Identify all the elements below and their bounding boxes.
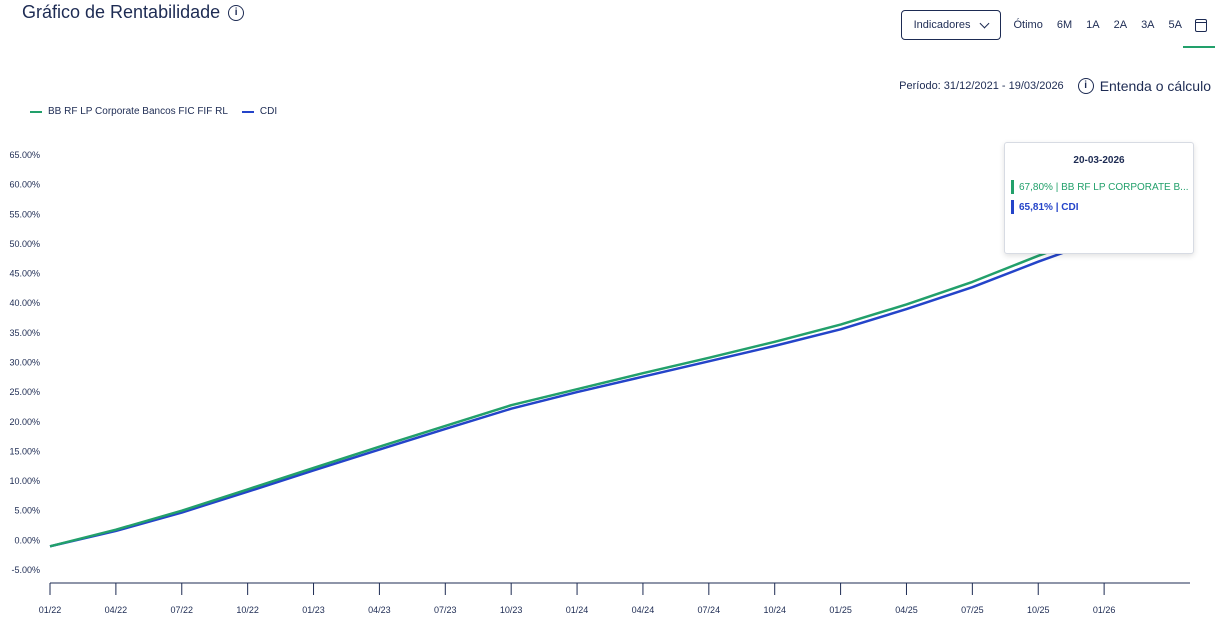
calc-link-label: Entenda o cálculo — [1099, 78, 1211, 94]
tooltip-cdi-text: 65,81% | CDI — [1019, 201, 1079, 213]
x-tick-label: 01/22 — [39, 605, 62, 615]
y-tick-label: 40.00% — [9, 298, 40, 308]
x-tick-label: 10/23 — [500, 605, 523, 615]
info-icon: i — [1077, 78, 1094, 94]
indicators-label: Indicadores — [913, 19, 971, 31]
tooltip-row-fund: 67,80% | BB RF LP CORPORATE B... — [1011, 180, 1193, 194]
x-tick-label: 01/26 — [1093, 605, 1116, 615]
tooltip-cdi-marker — [1011, 200, 1014, 214]
legend-label-cdi: CDI — [259, 106, 278, 117]
y-tick-label: 15.00% — [9, 446, 40, 456]
series-line-cdi — [49, 217, 1171, 548]
y-tick-label: 30.00% — [9, 358, 40, 368]
calc-explanation-link[interactable]: i Entenda o cálculo — [1077, 78, 1211, 94]
x-tick-label: 07/25 — [961, 605, 984, 615]
x-tick-label: 07/23 — [434, 605, 457, 615]
tooltip-fund-marker — [1011, 180, 1014, 194]
chart-title-text: Gráfico de Rentabilidade — [22, 2, 221, 22]
x-tick-label: 04/25 — [895, 605, 918, 615]
x-tick-label: 01/23 — [302, 605, 325, 615]
period-2a-button[interactable]: 2A — [1113, 19, 1128, 31]
y-tick-label: 20.00% — [9, 417, 40, 427]
chart-tooltip: 20-03-2026 67,80% | BB RF LP CORPORATE B… — [1004, 142, 1194, 254]
y-tick-label: 0.00% — [14, 535, 40, 545]
legend-label-fund: BB RF LP Corporate Bancos FIC FIF RL — [48, 106, 228, 117]
y-tick-label: 65.00% — [9, 150, 40, 160]
indicators-dropdown[interactable]: Indicadores — [900, 10, 1001, 40]
tooltip-fund-text: 67,80% | BB RF LP CORPORATE B... — [1019, 181, 1189, 193]
legend-swatch-cdi — [241, 110, 254, 113]
x-tick-label: 10/24 — [763, 605, 786, 615]
y-tick-label: 25.00% — [9, 387, 40, 397]
info-icon[interactable]: i — [228, 4, 245, 21]
period-otimo-button[interactable]: Ótimo — [1013, 19, 1043, 31]
tooltip-date: 20-03-2026 — [1073, 155, 1125, 166]
period-6m-button[interactable]: 6M — [1056, 19, 1073, 31]
period-range-text: Período: 31/12/2021 - 19/03/2026 — [899, 80, 1064, 92]
y-tick-label: 45.00% — [9, 269, 40, 279]
period-toolbar: Indicadores Ótimo 6M 1A 2A 3A 5A — [900, 10, 1207, 40]
x-tick-label: 01/24 — [566, 605, 589, 615]
x-tick-label: 07/22 — [170, 605, 193, 615]
legend-swatch-fund — [30, 110, 42, 113]
y-tick-label: 60.00% — [9, 180, 40, 190]
legend-item-fund[interactable]: BB RF LP Corporate Bancos FIC FIF RL — [30, 106, 228, 117]
period-3a-button[interactable]: 3A — [1141, 19, 1155, 31]
y-tick-label: 10.00% — [9, 476, 40, 486]
tooltip-row-cdi: 65,81% | CDI — [1011, 200, 1193, 214]
x-tick-label: 10/25 — [1027, 605, 1050, 615]
period-5a-button[interactable]: 5A — [1168, 19, 1182, 31]
y-tick-label: 35.00% — [9, 328, 40, 338]
x-tick-label: 10/22 — [236, 605, 259, 615]
y-tick-label: 50.00% — [9, 239, 40, 249]
chart-title: Gráfico de Rentabilidade i — [22, 2, 245, 23]
y-tick-label: 55.00% — [9, 209, 40, 219]
x-tick-label: 01/25 — [829, 605, 852, 615]
series-line-fund — [49, 213, 1171, 548]
period-1a-button[interactable]: 1A — [1086, 19, 1100, 31]
period-info: Período: 31/12/2021 - 19/03/2026 i Enten… — [899, 78, 1211, 94]
calendar-icon[interactable] — [1195, 18, 1207, 32]
x-tick-label: 04/24 — [632, 605, 655, 615]
active-period-indicator — [1183, 46, 1215, 48]
x-tick-label: 07/24 — [698, 605, 721, 615]
y-tick-label: -5.00% — [11, 565, 40, 575]
x-tick-label: 04/23 — [368, 605, 391, 615]
x-tick-label: 04/22 — [105, 605, 128, 615]
chart-legend: BB RF LP Corporate Bancos FIC FIF RL CDI — [30, 106, 277, 117]
legend-item-cdi[interactable]: CDI — [241, 106, 278, 117]
y-tick-label: 5.00% — [14, 506, 40, 516]
